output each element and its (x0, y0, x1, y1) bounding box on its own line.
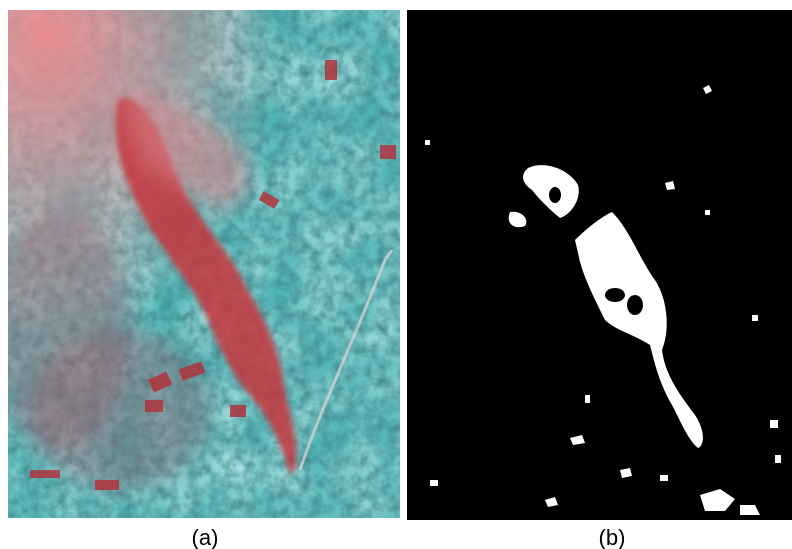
binary-mask (407, 10, 792, 520)
figure: (a) (b) (0, 0, 792, 549)
page: (a) (b) (() => { const data = JSON.parse… (0, 0, 792, 549)
satellite-image (0, 10, 400, 518)
hill-terraces (30, 330, 210, 490)
panel-caption: (a) (192, 525, 219, 549)
panel-caption: (b) (599, 525, 626, 549)
